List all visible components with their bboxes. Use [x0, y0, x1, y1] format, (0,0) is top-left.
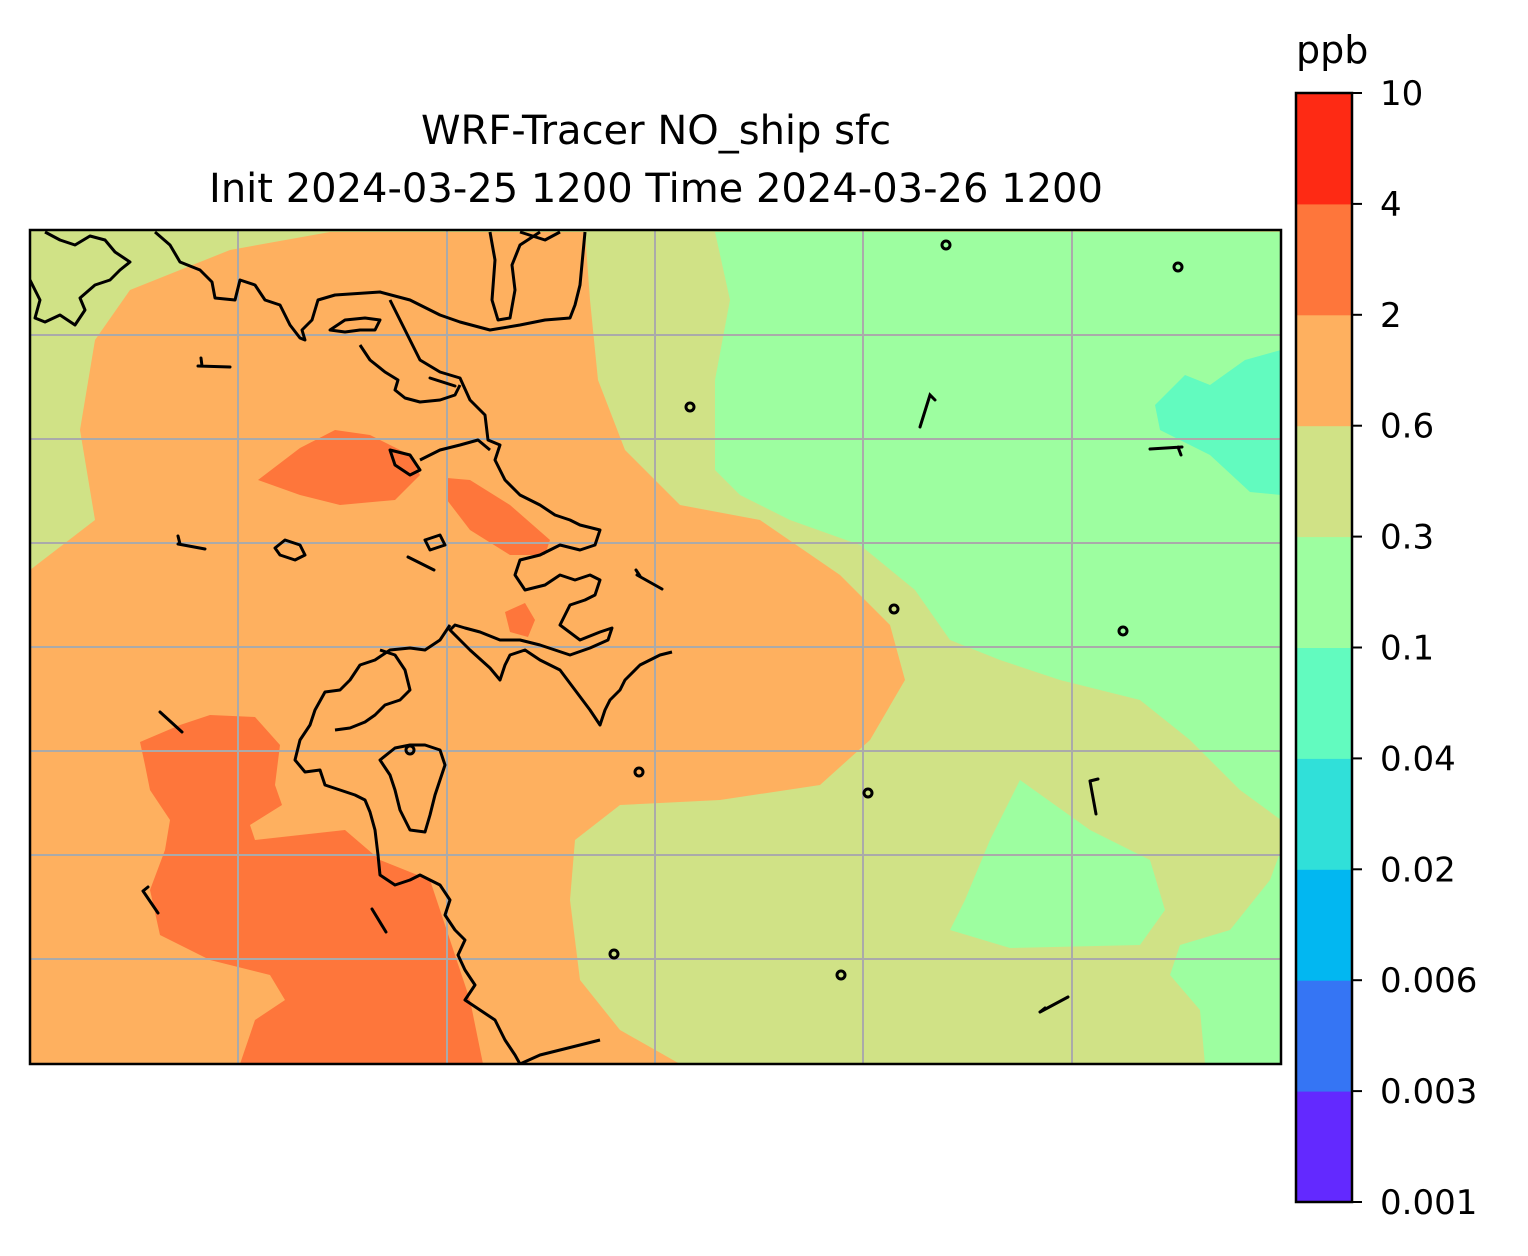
field-0-1-to-0-3-south: [950, 780, 1165, 948]
field-2-to-4-nw: [258, 430, 420, 505]
gridlines: [30, 230, 1281, 1064]
coastline-north: [154, 230, 587, 342]
colorbar-ticks: 0.001 0.003 0.006 0.02 0.04 0.1 0.3 0.6 2 4 10: [1352, 74, 1477, 1223]
colorbar-bands: [1296, 93, 1352, 1203]
coastline-island-2: [423, 533, 447, 552]
coastline-nw: [30, 230, 132, 327]
coastline-inlet: [358, 344, 462, 404]
colorbar-band: [1296, 536, 1352, 648]
small-islands: [404, 239, 1184, 981]
colorbar-tick-label: 0.3: [1380, 518, 1434, 558]
colorbar-band: [1296, 758, 1352, 870]
colorbar-band: [1296, 869, 1352, 981]
field-0-04-to-0-1: [1155, 350, 1281, 495]
field-0-1-to-0-3-east: [1170, 850, 1281, 1064]
coastline-fjord: [488, 230, 541, 322]
wind-barbs: [141, 356, 1184, 1014]
colorbar-tick-label: 4: [1380, 185, 1402, 225]
colorbar-band: [1296, 647, 1352, 759]
map-title-line-1: WRF-Tracer NO_ship sfc: [420, 108, 892, 154]
field-2-to-4-channel: [447, 478, 550, 555]
colorbar-tick-label: 0.003: [1380, 1072, 1477, 1112]
colorbar-tick-label: 0.1: [1380, 629, 1434, 669]
field-2-to-4-sw: [140, 715, 483, 1064]
field-2-to-4-spot: [505, 603, 535, 637]
coastline-central: [328, 316, 382, 334]
colorbar-tick-label: 2: [1380, 296, 1402, 336]
colorbar-tick-label: 0.02: [1380, 850, 1456, 890]
map-title-line-2: Init 2024-03-25 1200 Time 2024-03-26 120…: [209, 166, 1103, 212]
coastlines: [30, 230, 673, 1064]
coastline-lake: [378, 743, 447, 834]
colorbar-band: [1296, 93, 1352, 205]
coastline-peninsula: [388, 299, 673, 727]
coastline-fjord-2: [519, 230, 561, 242]
colorbar-tick-label: 0.001: [1380, 1183, 1477, 1223]
coastline-island: [273, 538, 307, 562]
colorbar-tick-label: 0.6: [1380, 407, 1434, 447]
field-0-1-to-0-3-north: [715, 232, 1281, 820]
colorbar-band: [1296, 1091, 1352, 1203]
colorbar-tick-label: 0.006: [1380, 961, 1477, 1001]
map-frame: [28, 228, 1283, 1066]
colorbar-band: [1296, 314, 1352, 427]
coastline-mid: [388, 448, 422, 477]
colorbar-band: [1296, 203, 1352, 316]
colorbar-band: [1296, 980, 1352, 1092]
colorbar-tick-label: 0.04: [1380, 739, 1456, 779]
colorbar-band: [1296, 425, 1352, 538]
coastline-mid-2: [419, 438, 491, 462]
coastline-se-shore: [519, 1038, 601, 1064]
coastline-south: [293, 624, 522, 1064]
coastline-creek: [334, 648, 412, 732]
colorbar-tick-label: 10: [1380, 74, 1423, 114]
